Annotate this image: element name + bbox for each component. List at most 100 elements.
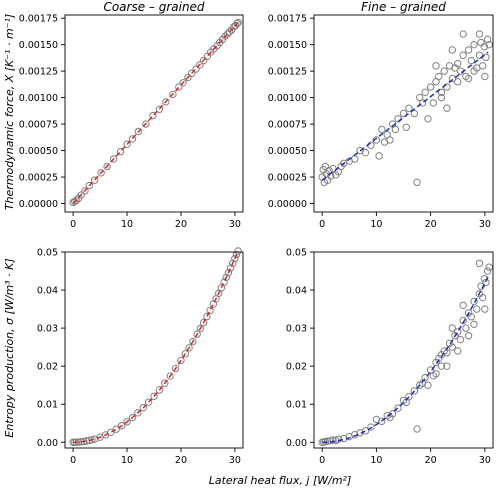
y-tick-label: 0.00100	[19, 93, 58, 104]
y-tick-label: 0.00075	[268, 120, 307, 131]
data-point	[462, 324, 470, 332]
data-point	[477, 38, 485, 47]
data-point	[375, 152, 383, 160]
data-point	[402, 123, 410, 131]
x-tick-label: 30	[229, 219, 241, 230]
data-point	[77, 191, 85, 199]
x-tick-label: 20	[175, 455, 187, 466]
data-point	[177, 356, 185, 365]
y-tick-label: 0.00175	[268, 14, 307, 25]
data-point	[473, 305, 481, 313]
y-tick-label: 0.00150	[19, 40, 58, 51]
data-point	[123, 140, 131, 148]
data-point	[481, 72, 489, 81]
data-point	[226, 264, 235, 272]
x-tick-label: 10	[121, 455, 133, 466]
data-point	[220, 278, 228, 286]
axes-frame	[313, 251, 494, 449]
data-point	[188, 69, 196, 77]
y-tick-label: 0.00075	[19, 120, 58, 131]
data-point	[233, 19, 241, 28]
data-point	[169, 90, 177, 99]
fit-line	[73, 251, 239, 444]
chart-panel-3: 0 10 20 30 0.00 0.01 0.02 0.03 0.04 0.05	[37, 247, 244, 466]
data-point	[380, 138, 389, 146]
data-point	[81, 187, 89, 195]
data-point	[478, 62, 487, 70]
data-point	[134, 409, 142, 417]
data-point	[155, 105, 164, 113]
x-tick-label: 0	[319, 455, 325, 466]
fit-line	[322, 276, 489, 444]
data-point	[475, 51, 484, 59]
data-point	[149, 111, 157, 120]
data-point	[454, 347, 462, 355]
data-point	[435, 72, 443, 81]
axes-frame	[313, 14, 494, 213]
data-point	[329, 436, 337, 444]
x-tick-label: 0	[70, 219, 76, 230]
data-point	[448, 324, 457, 332]
y-tick-label: 0.05	[37, 248, 58, 259]
data-point	[448, 343, 457, 351]
data-point	[481, 305, 489, 313]
data-point	[394, 404, 402, 412]
data-point	[410, 109, 419, 118]
data-point	[437, 93, 446, 102]
data-point	[480, 43, 489, 51]
y-tick-label: 0.03	[37, 324, 58, 335]
data-point	[483, 267, 492, 275]
data-point	[378, 417, 386, 426]
data-point	[391, 125, 400, 134]
data-point	[432, 62, 440, 70]
data-point	[162, 98, 170, 106]
y-tick-label: 0.00125	[268, 67, 307, 78]
x-tick-label: 0	[70, 455, 76, 466]
y-tick-label: 0.01	[286, 400, 307, 411]
data-point	[199, 318, 208, 327]
data-point	[123, 418, 131, 426]
data-point	[231, 254, 239, 263]
axes-frame	[64, 14, 244, 213]
y-tick-label: 0.00150	[268, 40, 307, 51]
data-point	[225, 28, 234, 36]
data-point	[454, 78, 462, 86]
data-point	[464, 46, 473, 54]
x-tick-label: 10	[370, 219, 382, 230]
data-point	[467, 312, 476, 321]
data-point	[192, 65, 200, 73]
x-axis-label: Lateral heat flux, j [W/m²]	[209, 474, 351, 487]
data-point	[478, 293, 487, 302]
x-tick-label: 30	[479, 219, 491, 230]
data-point	[485, 263, 493, 271]
data-point	[454, 60, 462, 68]
data-point	[181, 350, 189, 358]
data-point	[222, 273, 230, 282]
data-point	[234, 247, 242, 255]
data-point	[485, 40, 493, 49]
y-tick-label: 0.02	[286, 362, 307, 373]
y-tick-label: 0.00175	[19, 14, 58, 25]
y-axis-label-bottom: Entropy production, σ [W/m³ · K]	[3, 258, 16, 437]
data-point	[413, 425, 421, 433]
data-point	[116, 147, 125, 156]
data-point	[464, 332, 473, 340]
y-axis-label-top: Thermodynamic force, X [K⁻¹ · m⁻¹]	[3, 14, 16, 210]
data-point	[112, 425, 120, 433]
data-point	[470, 67, 478, 75]
data-point	[166, 372, 174, 380]
data-point	[454, 328, 462, 336]
data-point	[418, 99, 427, 107]
data-point	[413, 178, 421, 187]
y-tick-label: 0.02	[37, 362, 58, 373]
y-tick-label: 0.04	[286, 286, 307, 297]
data-point	[85, 181, 93, 190]
data-point	[459, 301, 467, 309]
data-point	[72, 196, 81, 205]
panel-title: Coarse – grained	[103, 0, 204, 14]
data-point	[429, 99, 438, 107]
data-point	[432, 370, 440, 378]
data-point	[234, 18, 242, 27]
data-point	[199, 56, 208, 65]
